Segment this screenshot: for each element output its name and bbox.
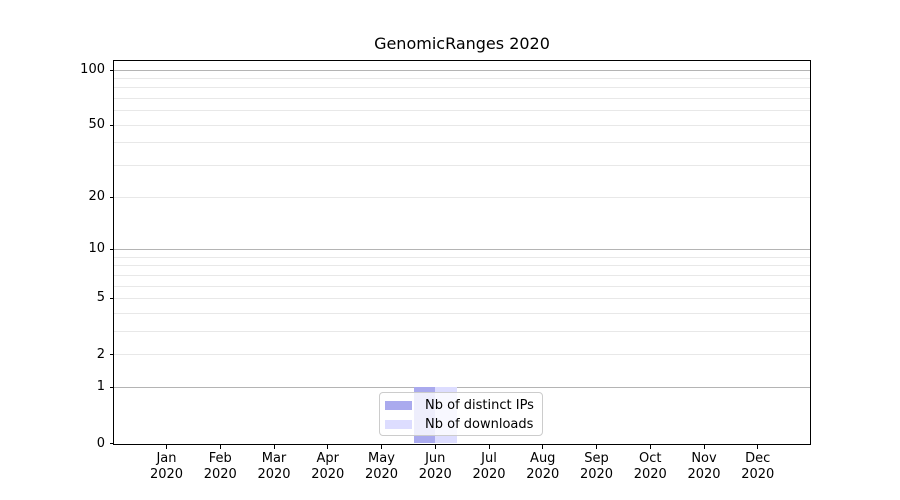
chart-title: GenomicRanges 2020 (374, 34, 550, 53)
y-tick-10 (109, 248, 114, 250)
minor-gridline-7 (114, 274, 810, 276)
y-tick-label-50: 50 (88, 117, 105, 133)
minor-gridline-2 (114, 354, 810, 356)
minor-gridline-90 (114, 77, 810, 79)
x-tick-label-feb-2020: Feb 2020 (203, 451, 237, 482)
x-tick-label-dec-2020: Dec 2020 (741, 451, 775, 482)
x-tick-label-aug-2020: Aug 2020 (526, 451, 560, 482)
legend: Nb of distinct IPs Nb of downloads (379, 392, 543, 436)
x-tick-label-jan-2020: Jan 2020 (149, 451, 184, 482)
minor-gridline-60 (114, 110, 810, 112)
x-tick-feb (219, 444, 221, 449)
y-tick-label-2: 2 (96, 346, 105, 362)
legend-swatch-downloads (385, 420, 412, 429)
x-tick-aug (542, 444, 544, 449)
y-tick-50 (109, 124, 114, 126)
x-tick-sep (596, 444, 597, 449)
legend-swatch-distinct-ips (385, 401, 412, 410)
x-tick-label-apr-2020: Apr 2020 (311, 451, 345, 482)
legend-entry-distinct-ips: Nb of distinct IPs (380, 396, 542, 415)
minor-gridline-8 (114, 265, 810, 267)
minor-gridline-80 (114, 87, 810, 89)
x-tick-label-jul-2020: Jul 2020 (472, 451, 506, 482)
major-gridline-1 (114, 386, 810, 388)
legend-label-downloads: Nb of downloads (425, 417, 534, 432)
minor-gridline-30 (114, 165, 810, 167)
x-tick-jul (488, 444, 490, 449)
major-gridline-10 (114, 248, 810, 250)
minor-gridline-70 (114, 98, 810, 100)
major-gridline-100 (114, 69, 810, 71)
y-tick-label-5: 5 (96, 290, 105, 306)
y-tick-label-20: 20 (88, 189, 105, 205)
y-tick-0 (109, 443, 114, 444)
y-tick-2 (109, 354, 114, 356)
y-tick-100 (109, 69, 114, 71)
x-tick-jan (166, 444, 167, 449)
minor-gridline-4 (114, 312, 810, 314)
minor-gridline-20 (114, 196, 810, 198)
y-tick-20 (109, 196, 114, 198)
minor-gridline-5 (114, 297, 810, 299)
x-tick-label-mar-2020: Mar 2020 (257, 451, 291, 482)
x-tick-label-sep-2020: Sep 2020 (579, 451, 614, 482)
plot-area (113, 60, 811, 445)
legend-entry-downloads: Nb of downloads (380, 415, 542, 434)
x-tick-label-nov-2020: Nov 2020 (687, 451, 721, 482)
x-tick-apr (327, 444, 329, 449)
minor-gridline-6 (114, 285, 810, 287)
x-tick-label-may-2020: May 2020 (364, 451, 399, 482)
x-tick-mar (273, 444, 275, 449)
x-tick-nov (703, 444, 705, 449)
x-tick-jun (434, 444, 436, 449)
y-tick-5 (109, 297, 114, 299)
y-tick-label-1: 1 (96, 379, 105, 395)
minor-gridline-40 (114, 142, 810, 144)
minor-gridline-50 (114, 124, 810, 126)
x-tick-may (381, 444, 382, 449)
y-tick-1 (109, 386, 114, 388)
x-tick-label-jun-2020: Jun 2020 (418, 451, 452, 482)
legend-label-distinct-ips: Nb of distinct IPs (425, 398, 534, 413)
y-tick-label-100: 100 (80, 62, 105, 77)
x-tick-label-oct-2020: Oct 2020 (633, 451, 667, 482)
y-tick-label-0: 0 (96, 435, 105, 451)
minor-gridline-3 (114, 330, 810, 332)
y-tick-label-10: 10 (88, 241, 105, 257)
x-tick-oct (649, 444, 651, 449)
minor-gridline-9 (114, 256, 810, 258)
x-tick-dec (757, 444, 759, 449)
